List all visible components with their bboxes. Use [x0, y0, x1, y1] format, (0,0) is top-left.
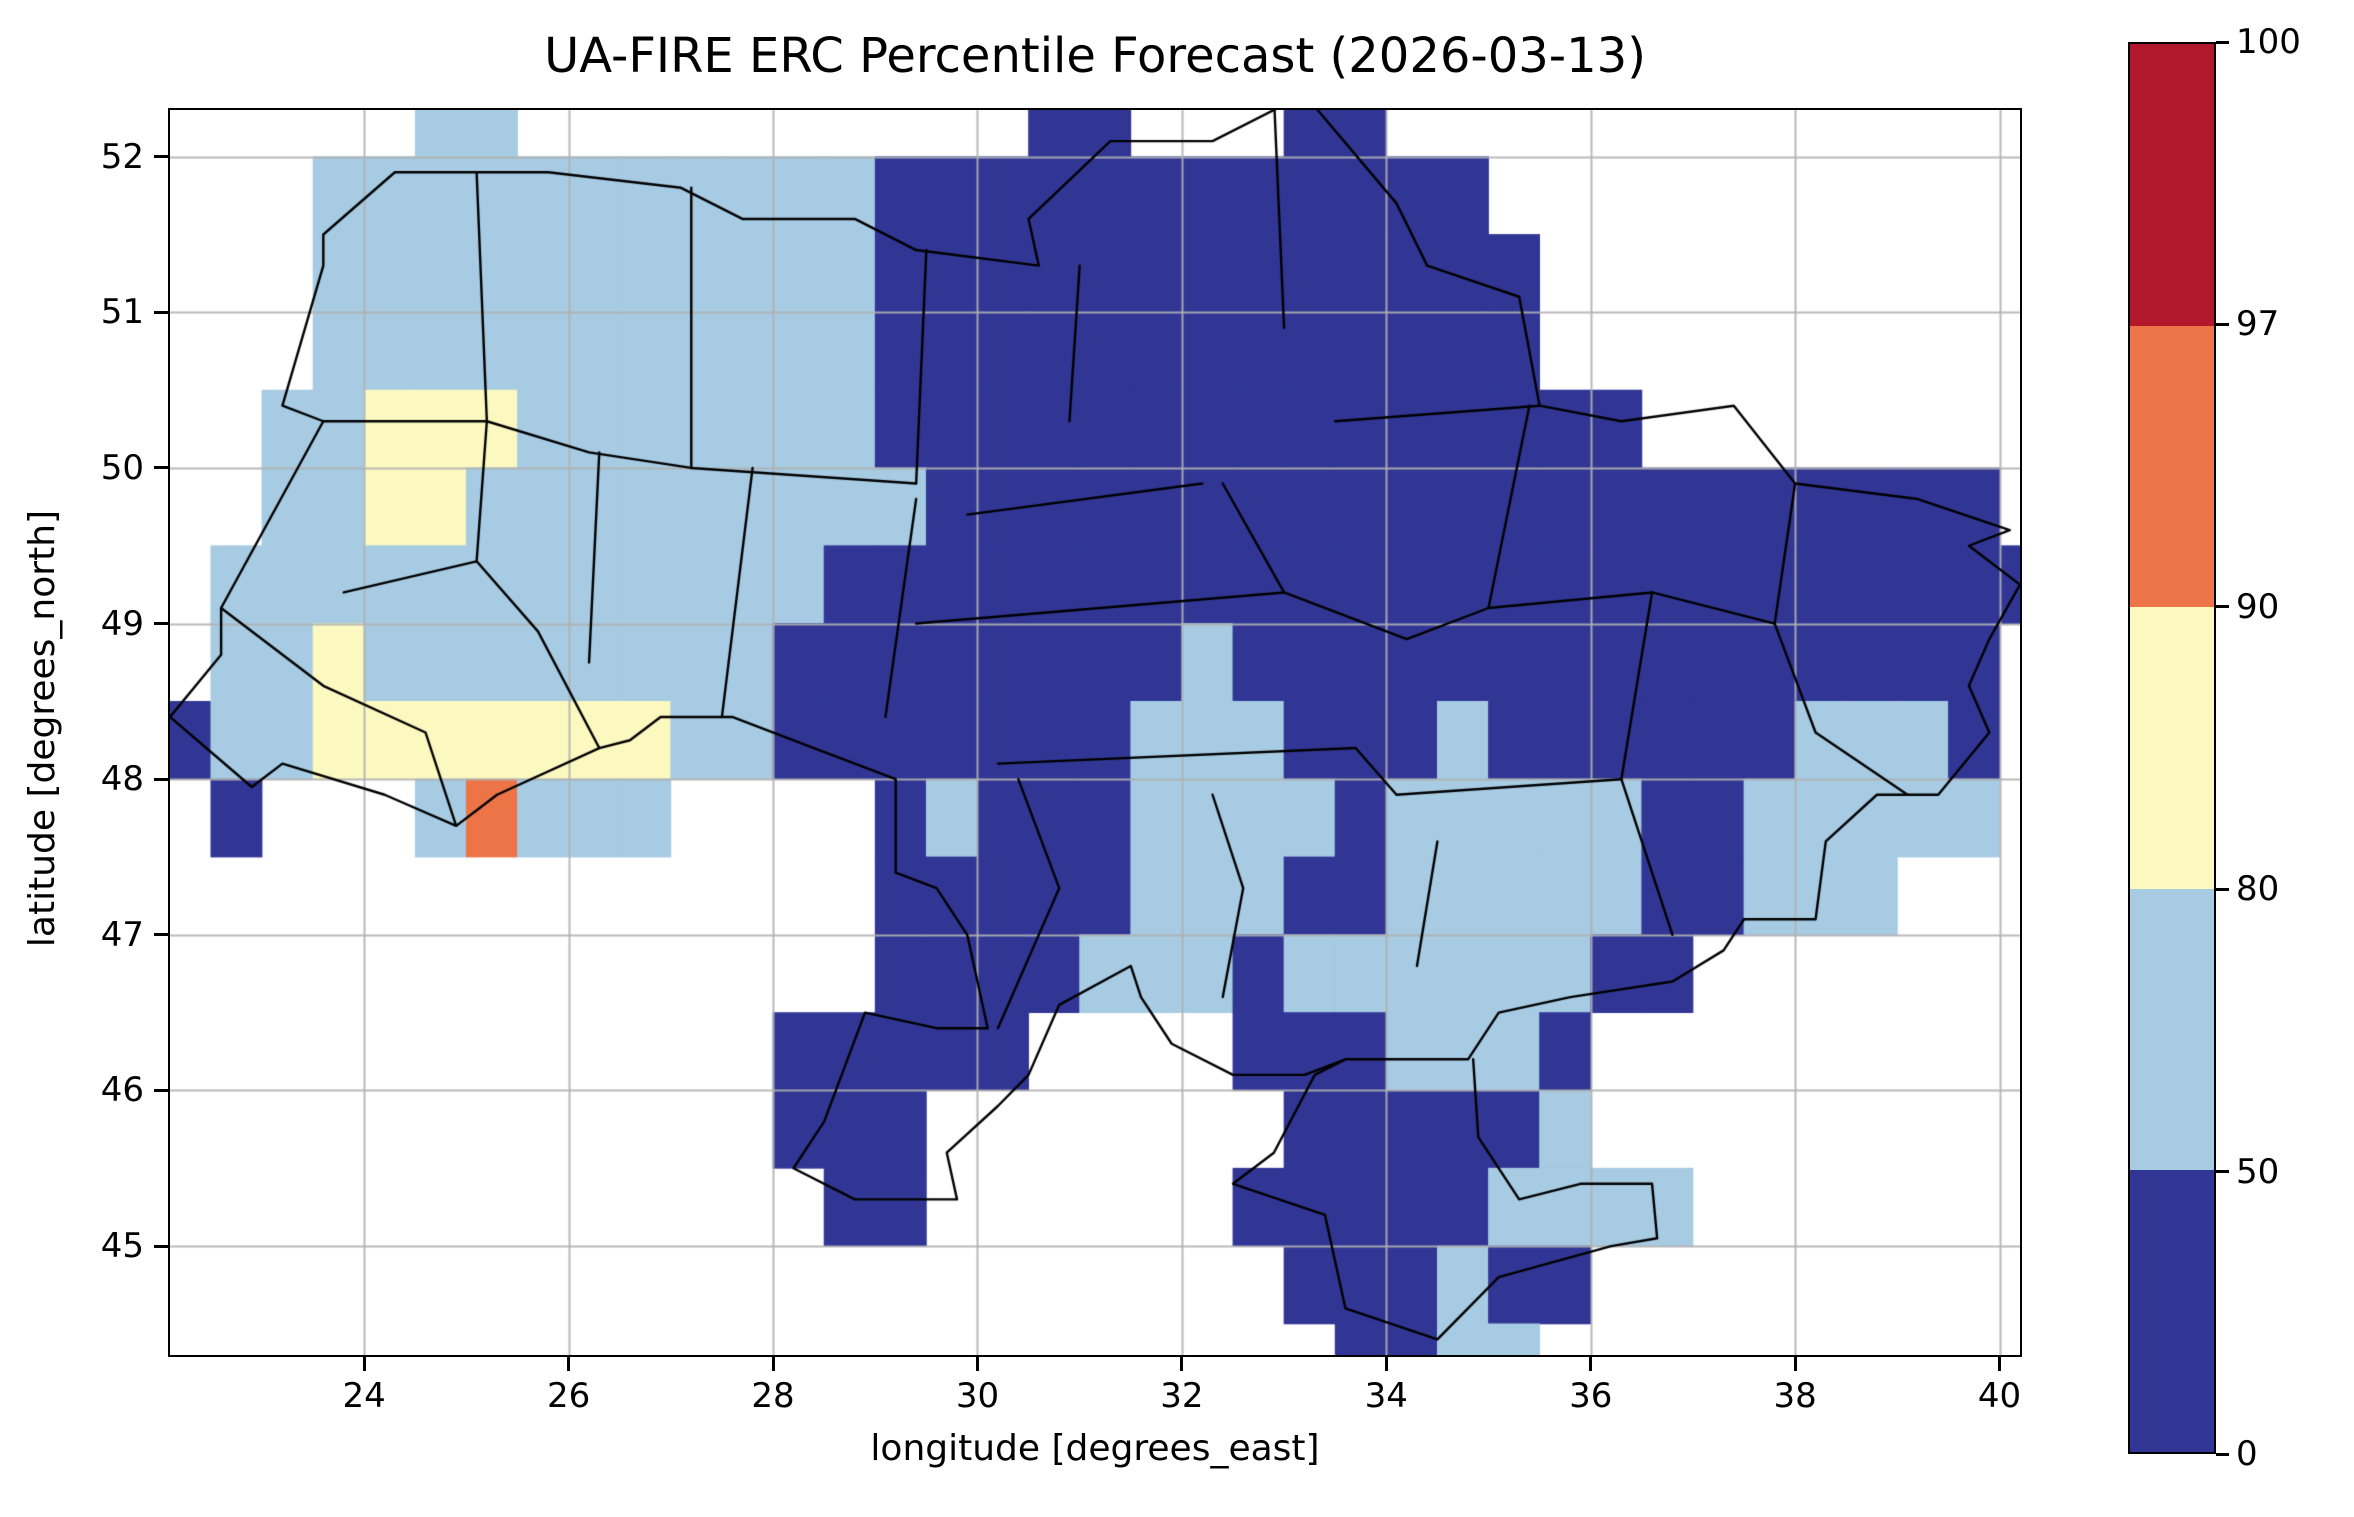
y-tick-label: 46 [100, 1070, 144, 1111]
x-tick-label: 28 [751, 1376, 795, 1416]
x-tick-label: 38 [1773, 1376, 1817, 1416]
x-tick-label: 30 [955, 1376, 1000, 1416]
y-tick-mark [154, 310, 168, 314]
colorbar-segment [2130, 325, 2214, 608]
colorbar-tick-label: 100 [2236, 22, 2301, 62]
colorbar-tick-label: 0 [2236, 1434, 2258, 1474]
colorbar-segment [2130, 888, 2214, 1171]
y-tick-mark [154, 1244, 168, 1248]
y-tick-label: 51 [100, 292, 144, 333]
x-tick-mark [1589, 1357, 1593, 1371]
y-tick-label: 49 [100, 603, 144, 644]
y-tick-mark [154, 466, 168, 470]
colorbar-segment [2130, 1170, 2214, 1452]
x-tick-mark [975, 1357, 979, 1371]
y-tick-mark [154, 1088, 168, 1092]
x-tick-mark [1793, 1357, 1797, 1371]
colorbar-segment [2130, 44, 2214, 326]
colorbar-tick-label: 50 [2236, 1151, 2280, 1192]
x-tick-label: 26 [546, 1376, 591, 1416]
x-tick-label: 36 [1569, 1376, 1613, 1416]
x-tick-label: 32 [1160, 1376, 1204, 1416]
colorbar-segment [2130, 607, 2214, 889]
y-tick-label: 50 [100, 447, 144, 488]
y-tick-mark [154, 155, 168, 159]
x-tick-label: 34 [1364, 1376, 1408, 1416]
y-tick-label: 48 [100, 759, 144, 800]
chart-title: UA-FIRE ERC Percentile Forecast (2026-03… [544, 28, 1646, 84]
plot-area [168, 108, 2022, 1357]
colorbar-tick-mark [2216, 40, 2229, 44]
x-axis-label: longitude [degrees_east] [870, 1428, 1320, 1469]
y-tick-label: 47 [100, 914, 144, 955]
colorbar-tick-mark [2216, 1170, 2229, 1174]
colorbar-tick-label: 80 [2236, 869, 2280, 910]
colorbar-tick-mark [2216, 887, 2229, 891]
y-tick-mark [154, 933, 168, 937]
x-tick-mark [567, 1357, 571, 1371]
y-tick-label: 45 [100, 1226, 144, 1267]
x-tick-mark [1384, 1357, 1388, 1371]
x-tick-label: 24 [342, 1376, 386, 1416]
x-tick-mark [1180, 1357, 1184, 1371]
colorbar-tick-mark [2216, 605, 2229, 609]
map-canvas [170, 110, 2020, 1355]
colorbar-tick-label: 97 [2236, 304, 2280, 345]
colorbar-tick-label: 90 [2236, 586, 2280, 627]
x-tick-mark [1998, 1357, 2002, 1371]
x-tick-mark [362, 1357, 366, 1371]
colorbar [2128, 42, 2216, 1454]
y-tick-mark [154, 777, 168, 781]
x-tick-label: 40 [1977, 1376, 2022, 1416]
y-tick-label: 52 [100, 136, 144, 177]
colorbar-tick-mark [2216, 322, 2229, 326]
y-tick-mark [154, 622, 168, 626]
colorbar-tick-mark [2216, 1452, 2229, 1456]
x-tick-mark [771, 1357, 775, 1371]
